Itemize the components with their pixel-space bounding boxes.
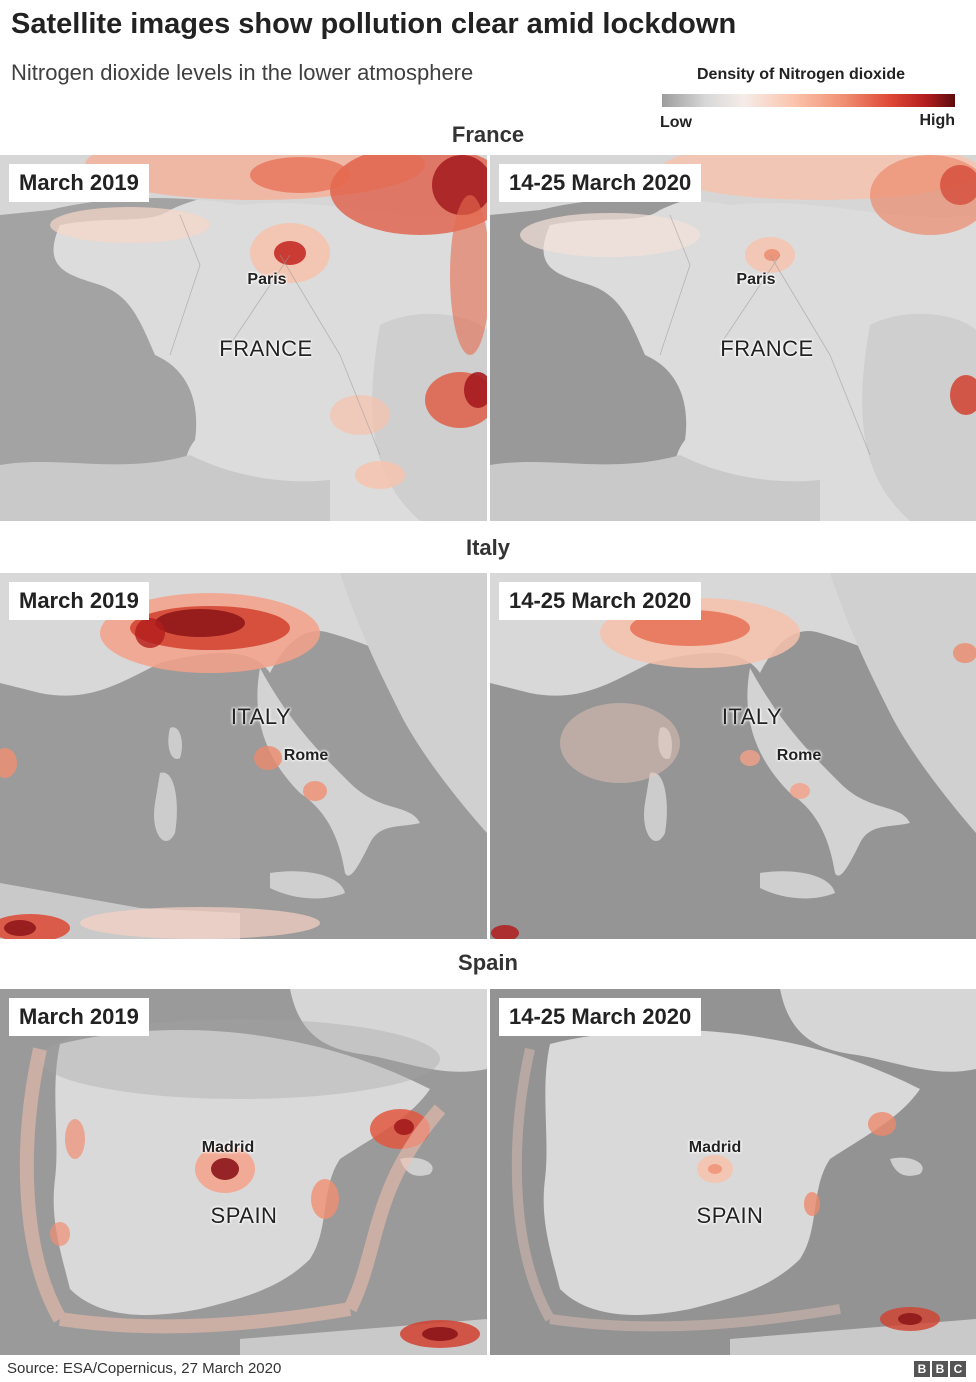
- map-spain-2020: 14-25 March 2020 Madrid SPAIN: [490, 989, 976, 1355]
- city-label: Paris: [736, 271, 776, 288]
- satellite-map-image: [490, 155, 976, 521]
- city-label: Rome: [776, 747, 822, 764]
- country-label: ITALY: [721, 704, 783, 729]
- source-note: Source: ESA/Copernicus, 27 March 2020: [7, 1360, 282, 1377]
- chart-subtitle: Nitrogen dioxide levels in the lower atm…: [11, 60, 474, 85]
- legend-low-label: Low: [660, 114, 692, 131]
- section-heading-france: France: [451, 122, 525, 147]
- date-badge: 14-25 March 2020: [499, 998, 702, 1036]
- map-italy-2019: March 2019 Rome ITALY: [0, 573, 487, 939]
- logo-letter: B: [932, 1361, 948, 1377]
- country-label: SPAIN: [696, 1203, 764, 1228]
- country-label: SPAIN: [210, 1203, 278, 1228]
- city-label: Rome: [283, 747, 329, 764]
- logo-letter: B: [914, 1361, 930, 1377]
- date-badge: 14-25 March 2020: [499, 164, 702, 202]
- date-badge: March 2019: [9, 998, 149, 1036]
- city-label: Paris: [247, 271, 287, 288]
- section-heading-italy: Italy: [465, 535, 511, 560]
- legend-gradient-bar: [662, 94, 955, 107]
- satellite-map-image: [490, 989, 976, 1355]
- date-badge: 14-25 March 2020: [499, 582, 702, 620]
- map-france-2019: March 2019 Paris FRANCE: [0, 155, 487, 521]
- city-label: Madrid: [688, 1139, 742, 1156]
- legend-high-label: High: [919, 112, 955, 129]
- country-label: ITALY: [230, 704, 292, 729]
- map-france-2020: 14-25 March 2020 Paris FRANCE: [490, 155, 976, 521]
- country-label: FRANCE: [720, 336, 814, 361]
- color-legend: Density of Nitrogen dioxide Low High: [660, 66, 956, 136]
- satellite-map-image: [0, 989, 487, 1355]
- date-badge: March 2019: [9, 582, 149, 620]
- map-italy-2020: 14-25 March 2020 Rome ITALY: [490, 573, 976, 939]
- satellite-map-image: [0, 573, 487, 939]
- satellite-map-image: [490, 573, 976, 939]
- city-label: Madrid: [201, 1139, 255, 1156]
- bbc-logo: B B C: [914, 1361, 966, 1377]
- country-label: FRANCE: [219, 336, 313, 361]
- section-heading-spain: Spain: [458, 950, 518, 975]
- legend-title: Density of Nitrogen dioxide: [697, 66, 906, 83]
- satellite-map-image: [0, 155, 487, 521]
- chart-title: Satellite images show pollution clear am…: [11, 8, 737, 40]
- map-spain-2019: March 2019 Madrid SPAIN: [0, 989, 487, 1355]
- date-badge: March 2019: [9, 164, 149, 202]
- logo-letter: C: [950, 1361, 966, 1377]
